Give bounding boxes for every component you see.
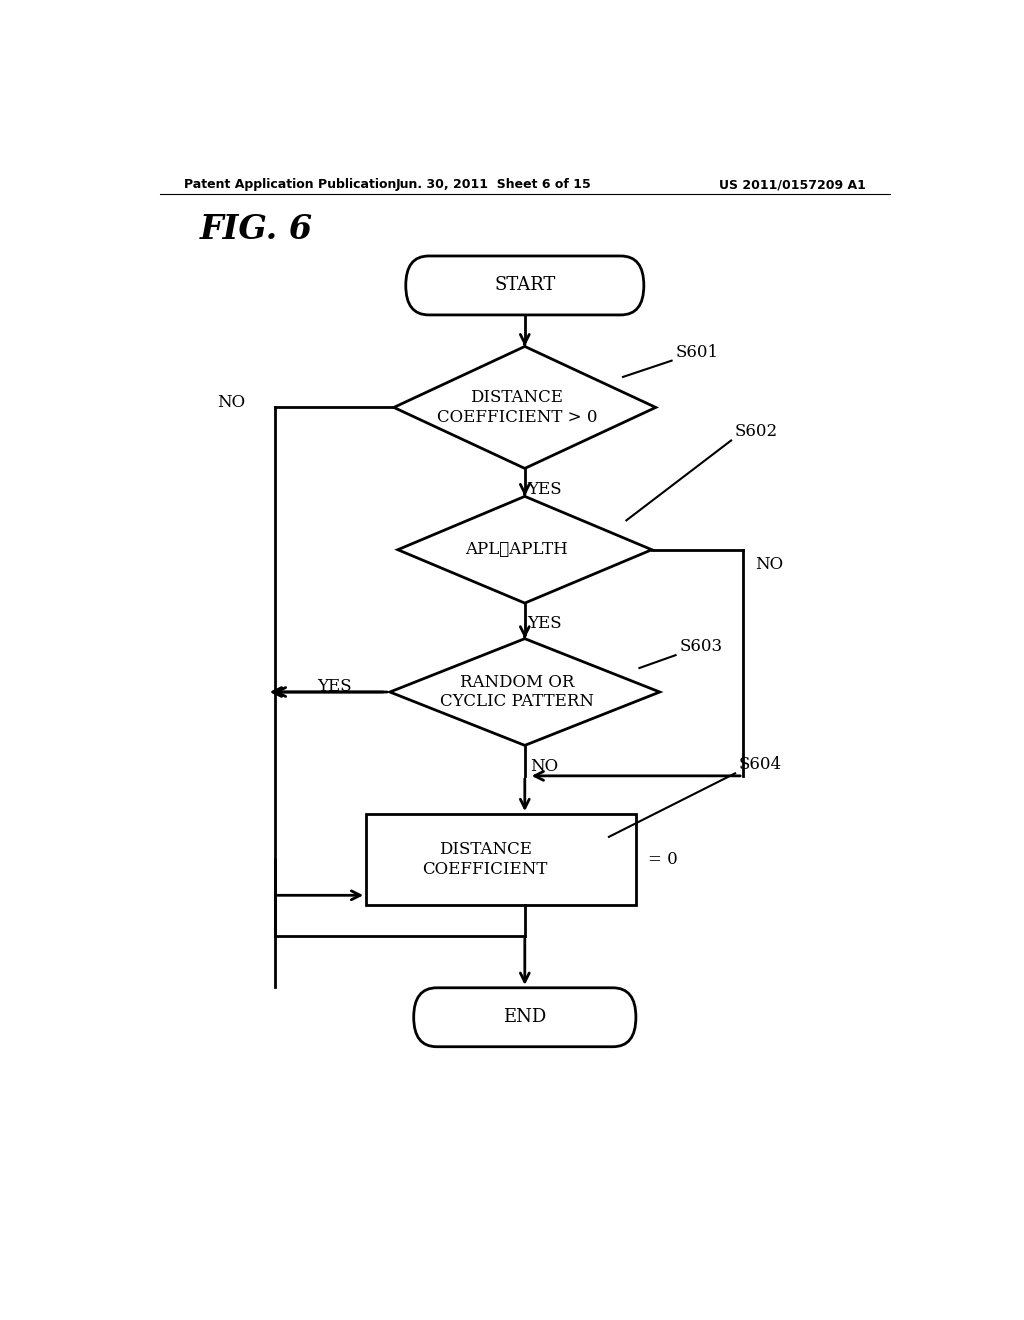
Text: NO: NO <box>755 557 783 573</box>
FancyBboxPatch shape <box>366 814 636 906</box>
Text: NO: NO <box>530 758 559 775</box>
Text: START: START <box>495 276 555 294</box>
Polygon shape <box>397 496 652 603</box>
Text: S601: S601 <box>676 343 719 360</box>
Text: DISTANCE
COEFFICIENT > 0: DISTANCE COEFFICIENT > 0 <box>436 389 597 426</box>
Text: END: END <box>503 1008 547 1026</box>
FancyBboxPatch shape <box>406 256 644 315</box>
Text: Jun. 30, 2011  Sheet 6 of 15: Jun. 30, 2011 Sheet 6 of 15 <box>395 178 591 191</box>
Text: S603: S603 <box>680 638 723 655</box>
Text: S604: S604 <box>739 756 782 774</box>
Text: YES: YES <box>317 678 351 696</box>
Text: FIG. 6: FIG. 6 <box>200 213 312 246</box>
Text: S602: S602 <box>735 424 778 441</box>
Polygon shape <box>390 639 659 746</box>
Text: US 2011/0157209 A1: US 2011/0157209 A1 <box>719 178 866 191</box>
Text: APL≧APLTH: APL≧APLTH <box>466 541 568 558</box>
FancyBboxPatch shape <box>414 987 636 1047</box>
Text: YES: YES <box>527 615 562 632</box>
Text: RANDOM OR
CYCLIC PATTERN: RANDOM OR CYCLIC PATTERN <box>440 673 594 710</box>
Polygon shape <box>394 346 655 469</box>
Text: YES: YES <box>527 480 562 498</box>
Text: NO: NO <box>217 393 245 411</box>
Text: Patent Application Publication: Patent Application Publication <box>183 178 396 191</box>
Text: = 0: = 0 <box>648 851 678 869</box>
Text: DISTANCE
COEFFICIENT: DISTANCE COEFFICIENT <box>423 841 548 878</box>
